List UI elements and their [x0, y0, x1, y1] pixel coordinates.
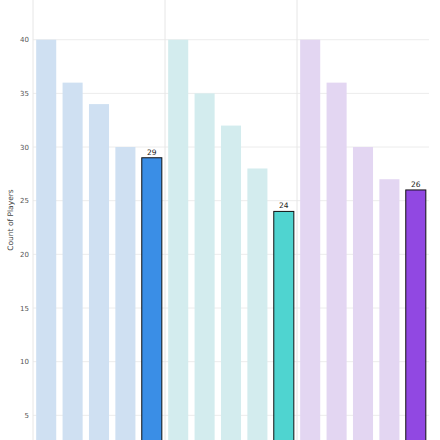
chart-root: 5 10 15 20 25 30 35 40 29 24 26 Count of Players: [0, 0, 440, 440]
data-label: 24: [279, 201, 289, 210]
bar: [195, 93, 215, 440]
y-tick-label: 30: [20, 144, 29, 152]
bar: [142, 158, 162, 440]
y-tick-label: 15: [20, 305, 29, 313]
bars: [36, 40, 426, 440]
bar: [406, 190, 426, 440]
y-axis-title: Count of Players: [6, 189, 15, 251]
grid-line: [33, 93, 429, 94]
bar: [221, 126, 241, 440]
y-tick-label: 5: [25, 412, 29, 420]
data-label: 26: [411, 180, 421, 189]
chart-svg: 5 10 15 20 25 30 35 40 29 24 26 Count of Players: [0, 0, 440, 440]
bar: [89, 104, 109, 440]
group-separator: [165, 0, 166, 440]
y-axis-line: [33, 0, 34, 440]
bar: [63, 83, 83, 440]
bar: [36, 40, 56, 440]
bar: [168, 40, 188, 440]
bar: [115, 147, 135, 440]
y-tick-label: 20: [20, 251, 29, 259]
bar: [274, 211, 294, 440]
bar: [379, 179, 399, 440]
bar: [247, 168, 267, 440]
y-tick-label: 10: [20, 358, 29, 366]
bar: [353, 147, 373, 440]
y-tick-label: 35: [20, 90, 29, 98]
grid-line: [33, 39, 429, 40]
data-label: 29: [147, 148, 157, 157]
bar: [300, 40, 320, 440]
y-tick-label: 25: [20, 197, 29, 205]
group-separator: [297, 0, 298, 440]
data-labels: 29 24 26: [147, 148, 421, 211]
y-tick-label: 40: [20, 36, 29, 44]
bar: [327, 83, 347, 440]
